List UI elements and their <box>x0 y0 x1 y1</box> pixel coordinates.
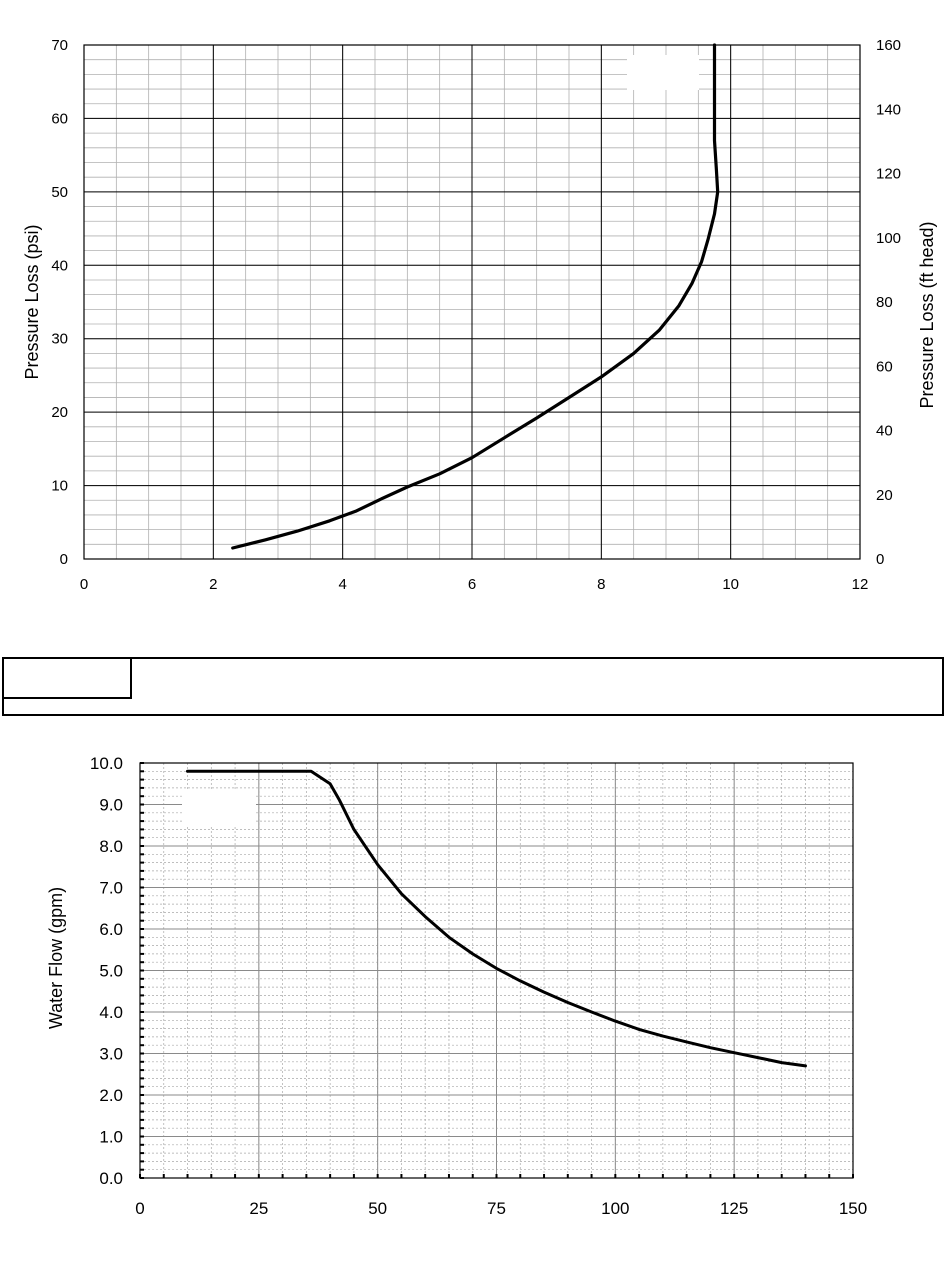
y-tick-label: 40 <box>51 257 68 274</box>
pressure-loss-chart: 0 2 4 6 8 10 12 0 10 20 30 40 50 60 70 0 20 40 60 80 100 12… <box>22 37 937 593</box>
x-tick-label: 150 <box>839 1199 867 1218</box>
water-flow-curve <box>186 769 807 1068</box>
y-tick-label: 9.0 <box>99 796 123 815</box>
x-tick-label: 0 <box>135 1199 144 1218</box>
y-tick-label: 30 <box>51 331 68 348</box>
y-tick-label: 6.0 <box>99 920 123 939</box>
y-tick-label: 5.0 <box>99 962 123 981</box>
y-tick-labels: 0 10 20 30 40 50 60 70 <box>51 37 68 568</box>
separator-box-tab <box>4 659 132 699</box>
x-tick-labels: 0 25 50 75 100 125 150 <box>135 1199 867 1218</box>
y-tick-label: 8.0 <box>99 837 123 856</box>
y2-tick-label: 140 <box>876 101 901 118</box>
y-tick-label: 4.0 <box>99 1003 123 1022</box>
x-tick-label: 10 <box>722 576 739 593</box>
y-tick-label: 70 <box>51 37 68 54</box>
x-tick-labels: 0 2 4 6 8 10 12 <box>80 576 869 593</box>
x-tick-label: 4 <box>338 576 346 593</box>
y2-tick-label: 0 <box>876 551 884 568</box>
plot-area-border <box>139 762 854 1179</box>
x-tick-label: 6 <box>468 576 476 593</box>
x-tick-label: 100 <box>601 1199 629 1218</box>
y2-tick-label: 80 <box>876 294 893 311</box>
y-axis-label: Water Flow (gpm) <box>46 887 66 1029</box>
y2-tick-label: 160 <box>876 37 901 54</box>
y2-tick-label: 60 <box>876 358 893 375</box>
blank-label-patch <box>627 55 699 90</box>
y2-tick-label: 120 <box>876 166 901 183</box>
x-tick-label: 2 <box>209 576 217 593</box>
water-flow-chart: 0 25 50 75 100 125 150 0.0 1.0 2.0 3.0 4.0 5.0 6.0 7.… <box>46 754 867 1218</box>
separator-box <box>2 657 944 716</box>
y-tick-label: 1.0 <box>99 1128 123 1147</box>
major-gridlines <box>83 44 861 560</box>
y-tick-label: 0.0 <box>99 1169 123 1188</box>
x-tick-label: 0 <box>80 576 88 593</box>
x-tick-label: 12 <box>852 576 869 593</box>
x-tick-label: 8 <box>597 576 605 593</box>
y2-tick-labels: 0 20 40 60 80 100 120 140 160 <box>876 37 901 568</box>
x-tick-label: 75 <box>487 1199 506 1218</box>
y-tick-label: 7.0 <box>99 879 123 898</box>
x-tick-label: 50 <box>368 1199 387 1218</box>
blank-label-patch <box>182 790 256 826</box>
y-tick-labels: 0.0 1.0 2.0 3.0 4.0 5.0 6.0 7.0 8.0 9.0 10.0 <box>90 754 123 1188</box>
y-tick-label: 10 <box>51 478 68 495</box>
pressure-loss-curve <box>231 43 720 550</box>
y-tick-label: 3.0 <box>99 1045 123 1064</box>
y-tick-label: 2.0 <box>99 1086 123 1105</box>
x-tick-label: 125 <box>720 1199 748 1218</box>
y-tick-label: 20 <box>51 404 68 421</box>
y-axis-label: Pressure Loss (psi) <box>22 224 42 379</box>
y2-tick-label: 40 <box>876 423 893 440</box>
plot-area-border <box>83 44 861 560</box>
y-tick-label: 60 <box>51 110 68 127</box>
y-tick-label: 50 <box>51 184 68 201</box>
y2-tick-label: 20 <box>876 487 893 504</box>
y-tick-label: 0 <box>60 551 68 568</box>
y-tick-label: 10.0 <box>90 754 123 773</box>
x-tick-label: 25 <box>249 1199 268 1218</box>
y2-tick-label: 100 <box>876 230 901 247</box>
y2-axis-label: Pressure Loss (ft head) <box>917 221 937 408</box>
